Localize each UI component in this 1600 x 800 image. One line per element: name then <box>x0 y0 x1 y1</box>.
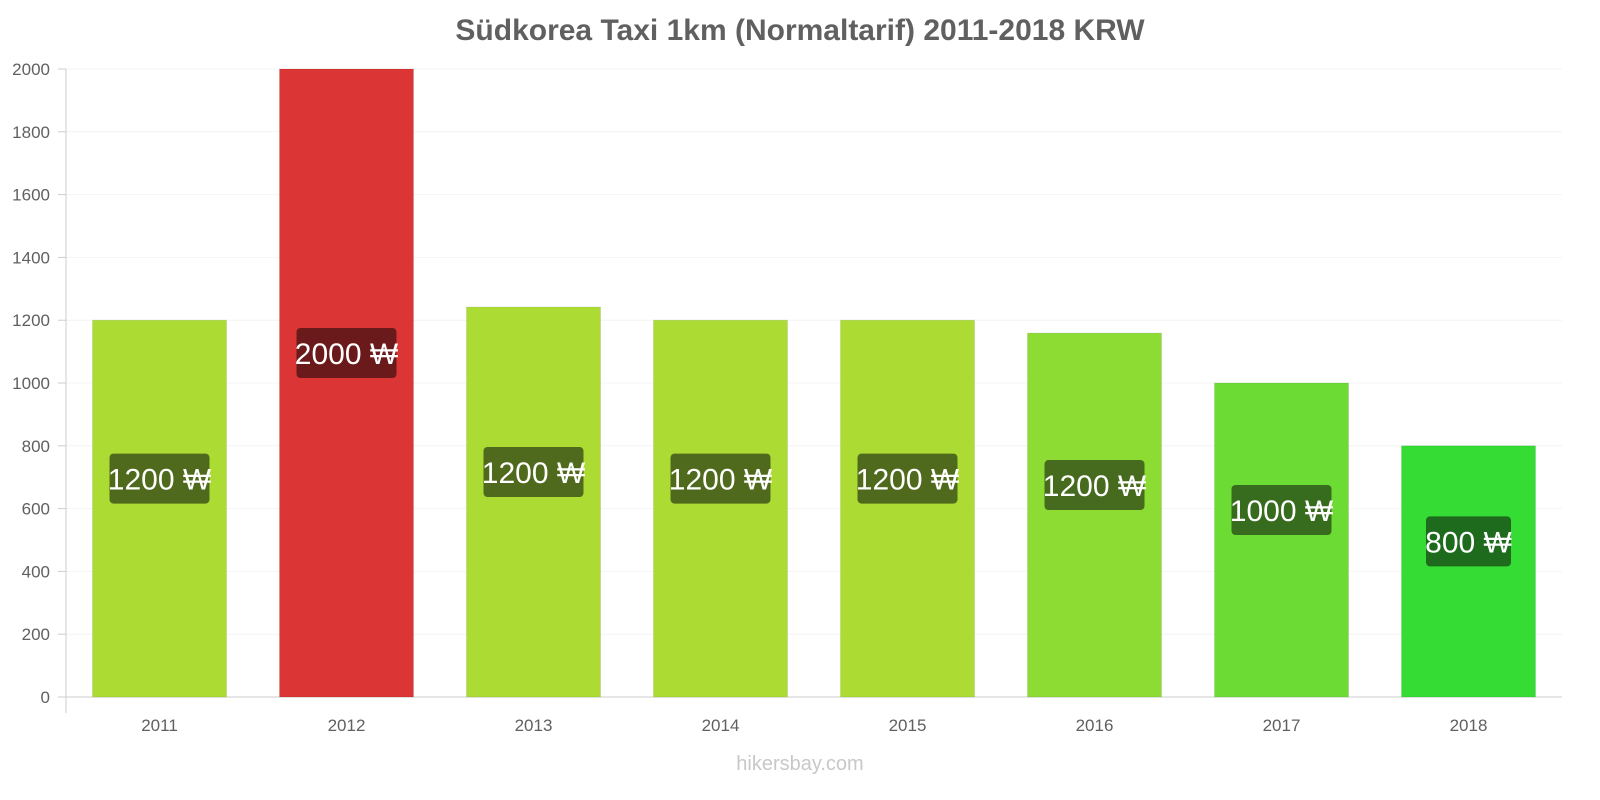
bar-2016 <box>1027 332 1162 698</box>
data-label-bg <box>1426 516 1511 567</box>
data-label: 1200 ₩ <box>856 464 960 497</box>
bar-2018 <box>1401 445 1536 698</box>
x-tick-label: 2012 <box>328 716 366 735</box>
x-tick-label: 2015 <box>889 716 927 735</box>
data-label-bg <box>1044 460 1145 511</box>
y-tick-label: 1400 <box>12 248 50 267</box>
chart-title: Südkorea Taxi 1km (Normaltarif) 2011-201… <box>455 14 1145 47</box>
y-tick-label: 1200 <box>12 311 50 330</box>
y-tick-label: 600 <box>22 500 50 519</box>
data-label-bg <box>670 453 771 504</box>
data-label: 1200 ₩ <box>1043 470 1147 503</box>
data-label-bg <box>857 453 958 504</box>
bar-2015 <box>840 319 975 698</box>
data-label: 1200 ₩ <box>482 457 586 490</box>
y-tick-label: 0 <box>41 688 50 707</box>
data-label-bg <box>1231 485 1332 535</box>
y-tick-label: 1600 <box>12 186 50 205</box>
x-tick-label: 2011 <box>141 716 178 735</box>
bar-2011 <box>92 319 227 698</box>
data-label-bg <box>109 453 210 504</box>
data-label: 1200 ₩ <box>108 464 212 497</box>
x-tick-label: 2017 <box>1263 716 1301 735</box>
data-label: 2000 ₩ <box>295 338 399 371</box>
data-label: 1000 ₩ <box>1230 495 1334 528</box>
source-credit: hikersbay.com <box>736 753 864 775</box>
data-label-bg <box>483 447 584 498</box>
bar-2013 <box>466 306 601 698</box>
bar-2014 <box>653 319 788 698</box>
x-tick-label: 2013 <box>515 716 553 735</box>
data-label: 1200 ₩ <box>669 464 773 497</box>
y-tick-label: 400 <box>22 562 50 581</box>
y-tick-label: 1000 <box>12 374 50 393</box>
x-tick-label: 2014 <box>702 716 740 735</box>
y-tick-label: 1800 <box>12 123 50 142</box>
y-tick-label: 2000 <box>12 60 50 79</box>
data-label-bg <box>296 328 397 378</box>
y-tick-label: 800 <box>22 437 50 456</box>
bar-2012 <box>279 68 414 698</box>
y-tick-label: 200 <box>22 625 50 644</box>
x-tick-label: 2018 <box>1450 716 1488 735</box>
x-tick-label: 2016 <box>1076 716 1114 735</box>
data-label: 800 ₩ <box>1425 526 1512 559</box>
bar-2017 <box>1214 382 1349 698</box>
